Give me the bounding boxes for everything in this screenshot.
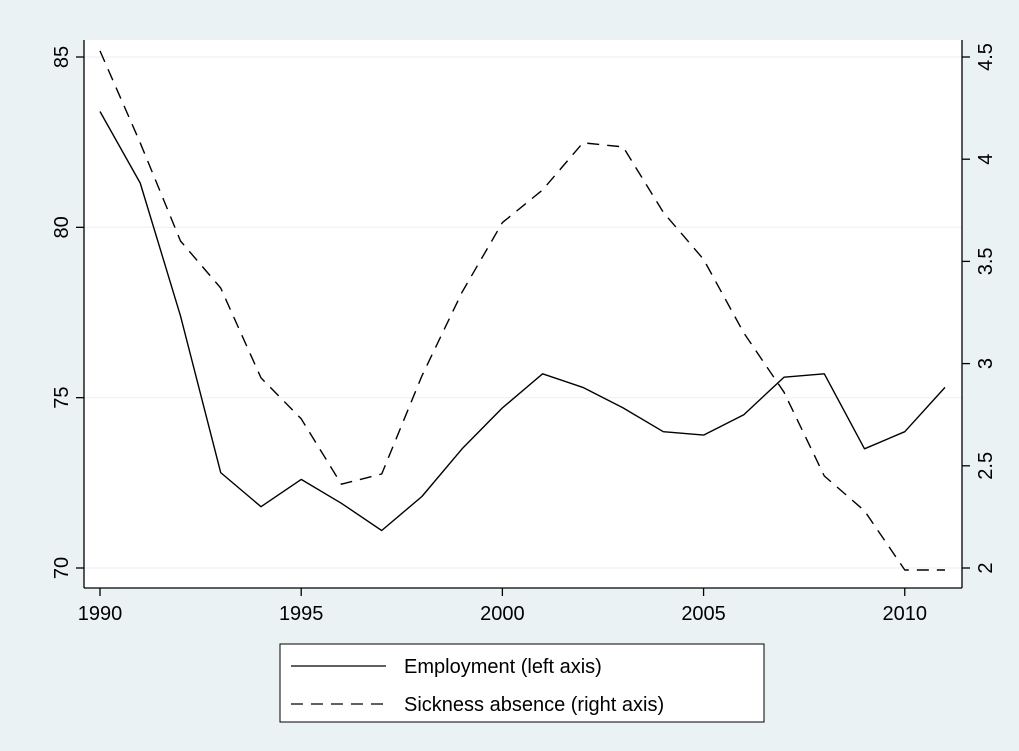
- series-layer: [99, 50, 946, 571]
- right-tick-label-4.5: 4.5: [975, 43, 997, 71]
- legend: Employment (left axis) Sickness absence …: [279, 643, 765, 723]
- legend-label-employment: Employment (left axis): [404, 656, 602, 678]
- left-tick-label-80: 80: [51, 216, 73, 238]
- right-tick-label-3.5: 3.5: [975, 247, 997, 275]
- x-tick-label-2005: 2005: [681, 603, 726, 625]
- series-line-employment: [99, 111, 946, 532]
- right-tick-label-2.5: 2.5: [975, 452, 997, 480]
- x-tick-label-1990: 1990: [78, 603, 123, 625]
- gridlines: [84, 56, 962, 569]
- left-tick-label-70: 70: [51, 557, 73, 579]
- right-tick-label-4: 4: [975, 154, 997, 165]
- axes: 70 75 80 85 2 2.5 3 3.5 4 4.5 1990 1995 2000 2005 2010: [51, 40, 997, 625]
- right-tick-label-2: 2: [975, 562, 997, 573]
- right-tick-label-3: 3: [975, 358, 997, 369]
- x-tick-label-1995: 1995: [279, 603, 324, 625]
- x-tick-label-2000: 2000: [480, 603, 525, 625]
- left-tick-label-75: 75: [51, 387, 73, 409]
- x-tick-label-2010: 2010: [883, 603, 928, 625]
- left-tick-label-85: 85: [51, 46, 73, 68]
- series-line-sickness-absence: [99, 50, 945, 571]
- legend-label-sickness: Sickness absence (right axis): [404, 694, 664, 716]
- plot-area: [84, 40, 962, 588]
- legend-box: [279, 643, 765, 723]
